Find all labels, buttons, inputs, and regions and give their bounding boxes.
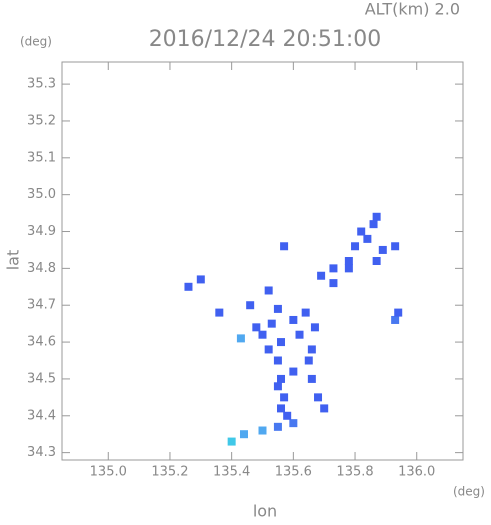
echo-point (283, 411, 292, 420)
echo-point (329, 264, 338, 273)
echo-point (372, 212, 381, 221)
echo-point (357, 227, 366, 236)
y-tick-label: 35.0 (27, 187, 56, 202)
echo-point (280, 242, 289, 251)
x-tick-label: 135.4 (213, 465, 250, 480)
echo-point (363, 234, 372, 243)
echo-point (289, 315, 298, 324)
y-tick-label: 34.4 (27, 408, 56, 423)
y-tick-label: 35.3 (27, 77, 56, 92)
altitude-label: ALT(km) 2.0 (365, 0, 460, 19)
echo-point (378, 245, 387, 254)
echo-point (277, 374, 286, 383)
y-unit: (deg) (20, 35, 52, 49)
y-tick-label: 34.3 (27, 445, 56, 460)
echo-point (258, 426, 267, 435)
echo-point (391, 242, 400, 251)
echo-point (344, 264, 353, 273)
y-axis-label: lat (4, 250, 23, 271)
y-tick-label: 34.7 (27, 298, 56, 313)
echo-point (314, 393, 323, 402)
echo-point (329, 279, 338, 288)
plot-frame (61, 61, 464, 461)
echo-point (273, 382, 282, 391)
x-axis-label: lon (253, 502, 277, 521)
echo-point (239, 430, 248, 439)
echo-point (317, 271, 326, 280)
echo-point (301, 308, 310, 317)
echo-point (246, 301, 255, 310)
echo-point (295, 330, 304, 339)
echo-point (289, 367, 298, 376)
echo-point (369, 220, 378, 229)
chart-title: 2016/12/24 20:51:00 (149, 27, 382, 52)
echo-point (304, 356, 313, 365)
echo-point (394, 308, 403, 317)
x-tick-label: 135.6 (275, 465, 312, 480)
echo-point (258, 330, 267, 339)
echo-point (236, 334, 245, 343)
y-tick-label: 35.2 (27, 113, 56, 128)
y-tick-label: 34.6 (27, 335, 56, 350)
y-tick-label: 34.5 (27, 371, 56, 386)
echo-point (264, 286, 273, 295)
echo-point (196, 275, 205, 284)
echo-point (273, 304, 282, 313)
echo-point (310, 323, 319, 332)
echo-point (351, 242, 360, 251)
echo-point (289, 419, 298, 428)
echo-point (307, 345, 316, 354)
echo-point (372, 257, 381, 265)
echo-point (215, 308, 224, 317)
echo-point (252, 323, 261, 332)
echo-point (280, 393, 289, 402)
echo-point (391, 315, 400, 324)
echo-point (277, 404, 286, 413)
y-tick-label: 34.9 (27, 224, 56, 239)
y-tick-label: 34.8 (27, 261, 56, 276)
echo-point (273, 356, 282, 365)
echo-point (267, 319, 276, 328)
x-unit: (deg) (453, 485, 485, 499)
echo-point (307, 374, 316, 383)
echo-point (277, 338, 286, 347)
echo-point (273, 422, 282, 431)
echo-point (227, 437, 236, 446)
x-tick-label: 135.2 (151, 465, 188, 480)
echo-point (184, 282, 193, 291)
y-tick-label: 35.1 (27, 150, 56, 165)
echo-point (264, 345, 273, 354)
x-tick-label: 136.0 (398, 465, 435, 480)
echo-point (344, 257, 353, 265)
x-tick-label: 135.8 (336, 465, 373, 480)
echo-point (320, 404, 329, 413)
x-tick-label: 135.0 (90, 465, 127, 480)
